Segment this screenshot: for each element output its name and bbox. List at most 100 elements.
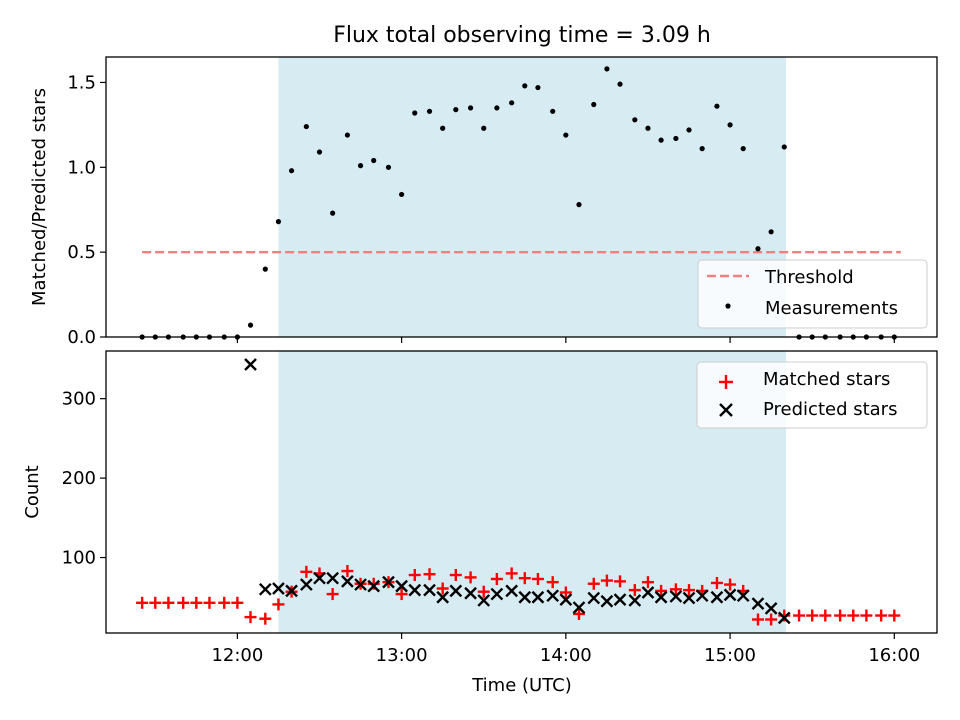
measurement-point: [645, 125, 651, 131]
predicted-star-point: [600, 594, 614, 608]
measurement-point: [535, 84, 541, 91]
matched-star-point: [203, 596, 216, 609]
predicted-star-point: [587, 591, 601, 605]
top-y-ticks: 0.0 0.5 1.0 1.5: [67, 72, 106, 348]
measurement-point: [412, 110, 418, 116]
predicted-star-point: [505, 584, 518, 598]
predicted-star-point: [518, 590, 532, 604]
predicted-star-point: [382, 575, 395, 589]
predicted-star-point: [285, 584, 298, 598]
measurement-point: [330, 210, 336, 216]
measurement-point: [357, 163, 364, 169]
matched-star-point: [847, 609, 860, 622]
matched-star-point: [628, 584, 641, 597]
predicted-star-point: [326, 571, 339, 585]
predicted-star-point: [736, 589, 750, 603]
matched-legend-swatch: [719, 375, 733, 389]
predicted-star-point: [449, 584, 463, 598]
measurement-point: [467, 105, 474, 111]
matched-star-point: [218, 596, 231, 609]
measurement-point: [591, 101, 597, 108]
top-y-axis-label: Matched/Predicted stars: [29, 88, 50, 306]
y-tick-label: 0.0: [67, 327, 96, 348]
matched-star-point: [655, 584, 668, 597]
predicted-star-point: [641, 586, 655, 599]
matched-star-point: [149, 596, 162, 609]
matched-star-point: [136, 596, 149, 609]
matched-star-point: [819, 609, 832, 622]
measurement-points: [139, 66, 897, 340]
matched-star-point: [477, 585, 490, 598]
measurement-point: [288, 168, 295, 174]
predicted-star-point: [559, 593, 573, 606]
matched-star-point: [888, 609, 901, 622]
x-tick-label: 15:00: [704, 645, 756, 666]
predicted-star-point: [654, 590, 668, 604]
matched-star-point: [395, 588, 408, 601]
measurement-point: [714, 103, 720, 109]
predicted-star-point: [436, 590, 450, 604]
predicted-star-point: [669, 590, 683, 603]
measurement-point: [699, 146, 705, 152]
top-x-ticks: [236, 337, 895, 343]
matched-star-point: [518, 572, 531, 585]
matched-star-point: [326, 588, 339, 601]
matched-star-point: [834, 609, 847, 622]
predicted-star-point: [408, 583, 422, 597]
y-tick-label: 100: [62, 548, 96, 569]
measurement-point: [509, 100, 515, 106]
bottom-panel: 100 200 300 12:00 13:00 14:00 15:00 16:00 Coun…: [22, 350, 938, 696]
predicted-star-point: [710, 590, 724, 604]
top-legend: Threshold Measurements: [697, 259, 928, 329]
predicted-star-point: [723, 588, 737, 602]
predicted-star-point: [244, 358, 257, 371]
measurement-point: [344, 132, 351, 138]
predicted-star-point: [258, 582, 272, 596]
predicted-star-point: [751, 597, 765, 610]
matched-star-point: [244, 611, 257, 624]
matched-star-point: [546, 576, 559, 589]
measurement-point: [275, 219, 282, 225]
matched-star-point: [875, 609, 888, 622]
measurement-point: [727, 122, 733, 128]
matched-star-point: [614, 575, 627, 588]
matched-star-point: [572, 607, 585, 620]
matched-star-point: [490, 572, 503, 585]
measurement-point: [453, 107, 459, 113]
measurement-point: [440, 125, 446, 131]
measurement-point: [385, 164, 392, 170]
predicted-points: [244, 358, 791, 625]
bottom-legend-box: [696, 361, 928, 429]
measurement-point: [781, 144, 787, 150]
predicted-star-point: [367, 579, 381, 593]
matched-star-point: [464, 571, 477, 584]
matched-star-point: [272, 598, 285, 611]
matched-star-point: [162, 596, 175, 609]
measurement-point: [494, 105, 500, 111]
top-legend-box: [697, 259, 928, 329]
predicted-star-point: [628, 594, 642, 607]
matched-star-point: [449, 569, 462, 582]
y-tick-label: 0.5: [67, 242, 96, 263]
measurement-point: [755, 246, 761, 252]
matched-star-point: [300, 565, 313, 578]
measurement-point: [658, 137, 664, 143]
matched-star-point: [408, 569, 421, 582]
bottom-y-ticks: 100 200 300: [62, 389, 106, 569]
matched-star-point: [436, 582, 449, 595]
matched-star-point: [600, 574, 613, 587]
matched-star-point: [259, 612, 272, 625]
threshold-legend-label: Threshold: [764, 267, 854, 288]
predicted-star-point: [477, 594, 491, 607]
predicted-star-point: [313, 571, 326, 585]
matched-star-point: [724, 578, 737, 591]
bottom-x-ticks: 12:00 13:00 14:00 15:00 16:00: [211, 633, 920, 666]
x-axis-label: Time (UTC): [471, 675, 572, 696]
measurements-legend-swatch: [725, 303, 731, 309]
matched-legend-label: Matched stars: [763, 369, 890, 390]
measurement-point: [426, 108, 433, 114]
y-tick-label: 300: [62, 389, 96, 410]
predicted-star-point: [777, 611, 791, 625]
x-tick-label: 14:00: [540, 645, 592, 666]
predicted-star-point: [341, 575, 354, 588]
